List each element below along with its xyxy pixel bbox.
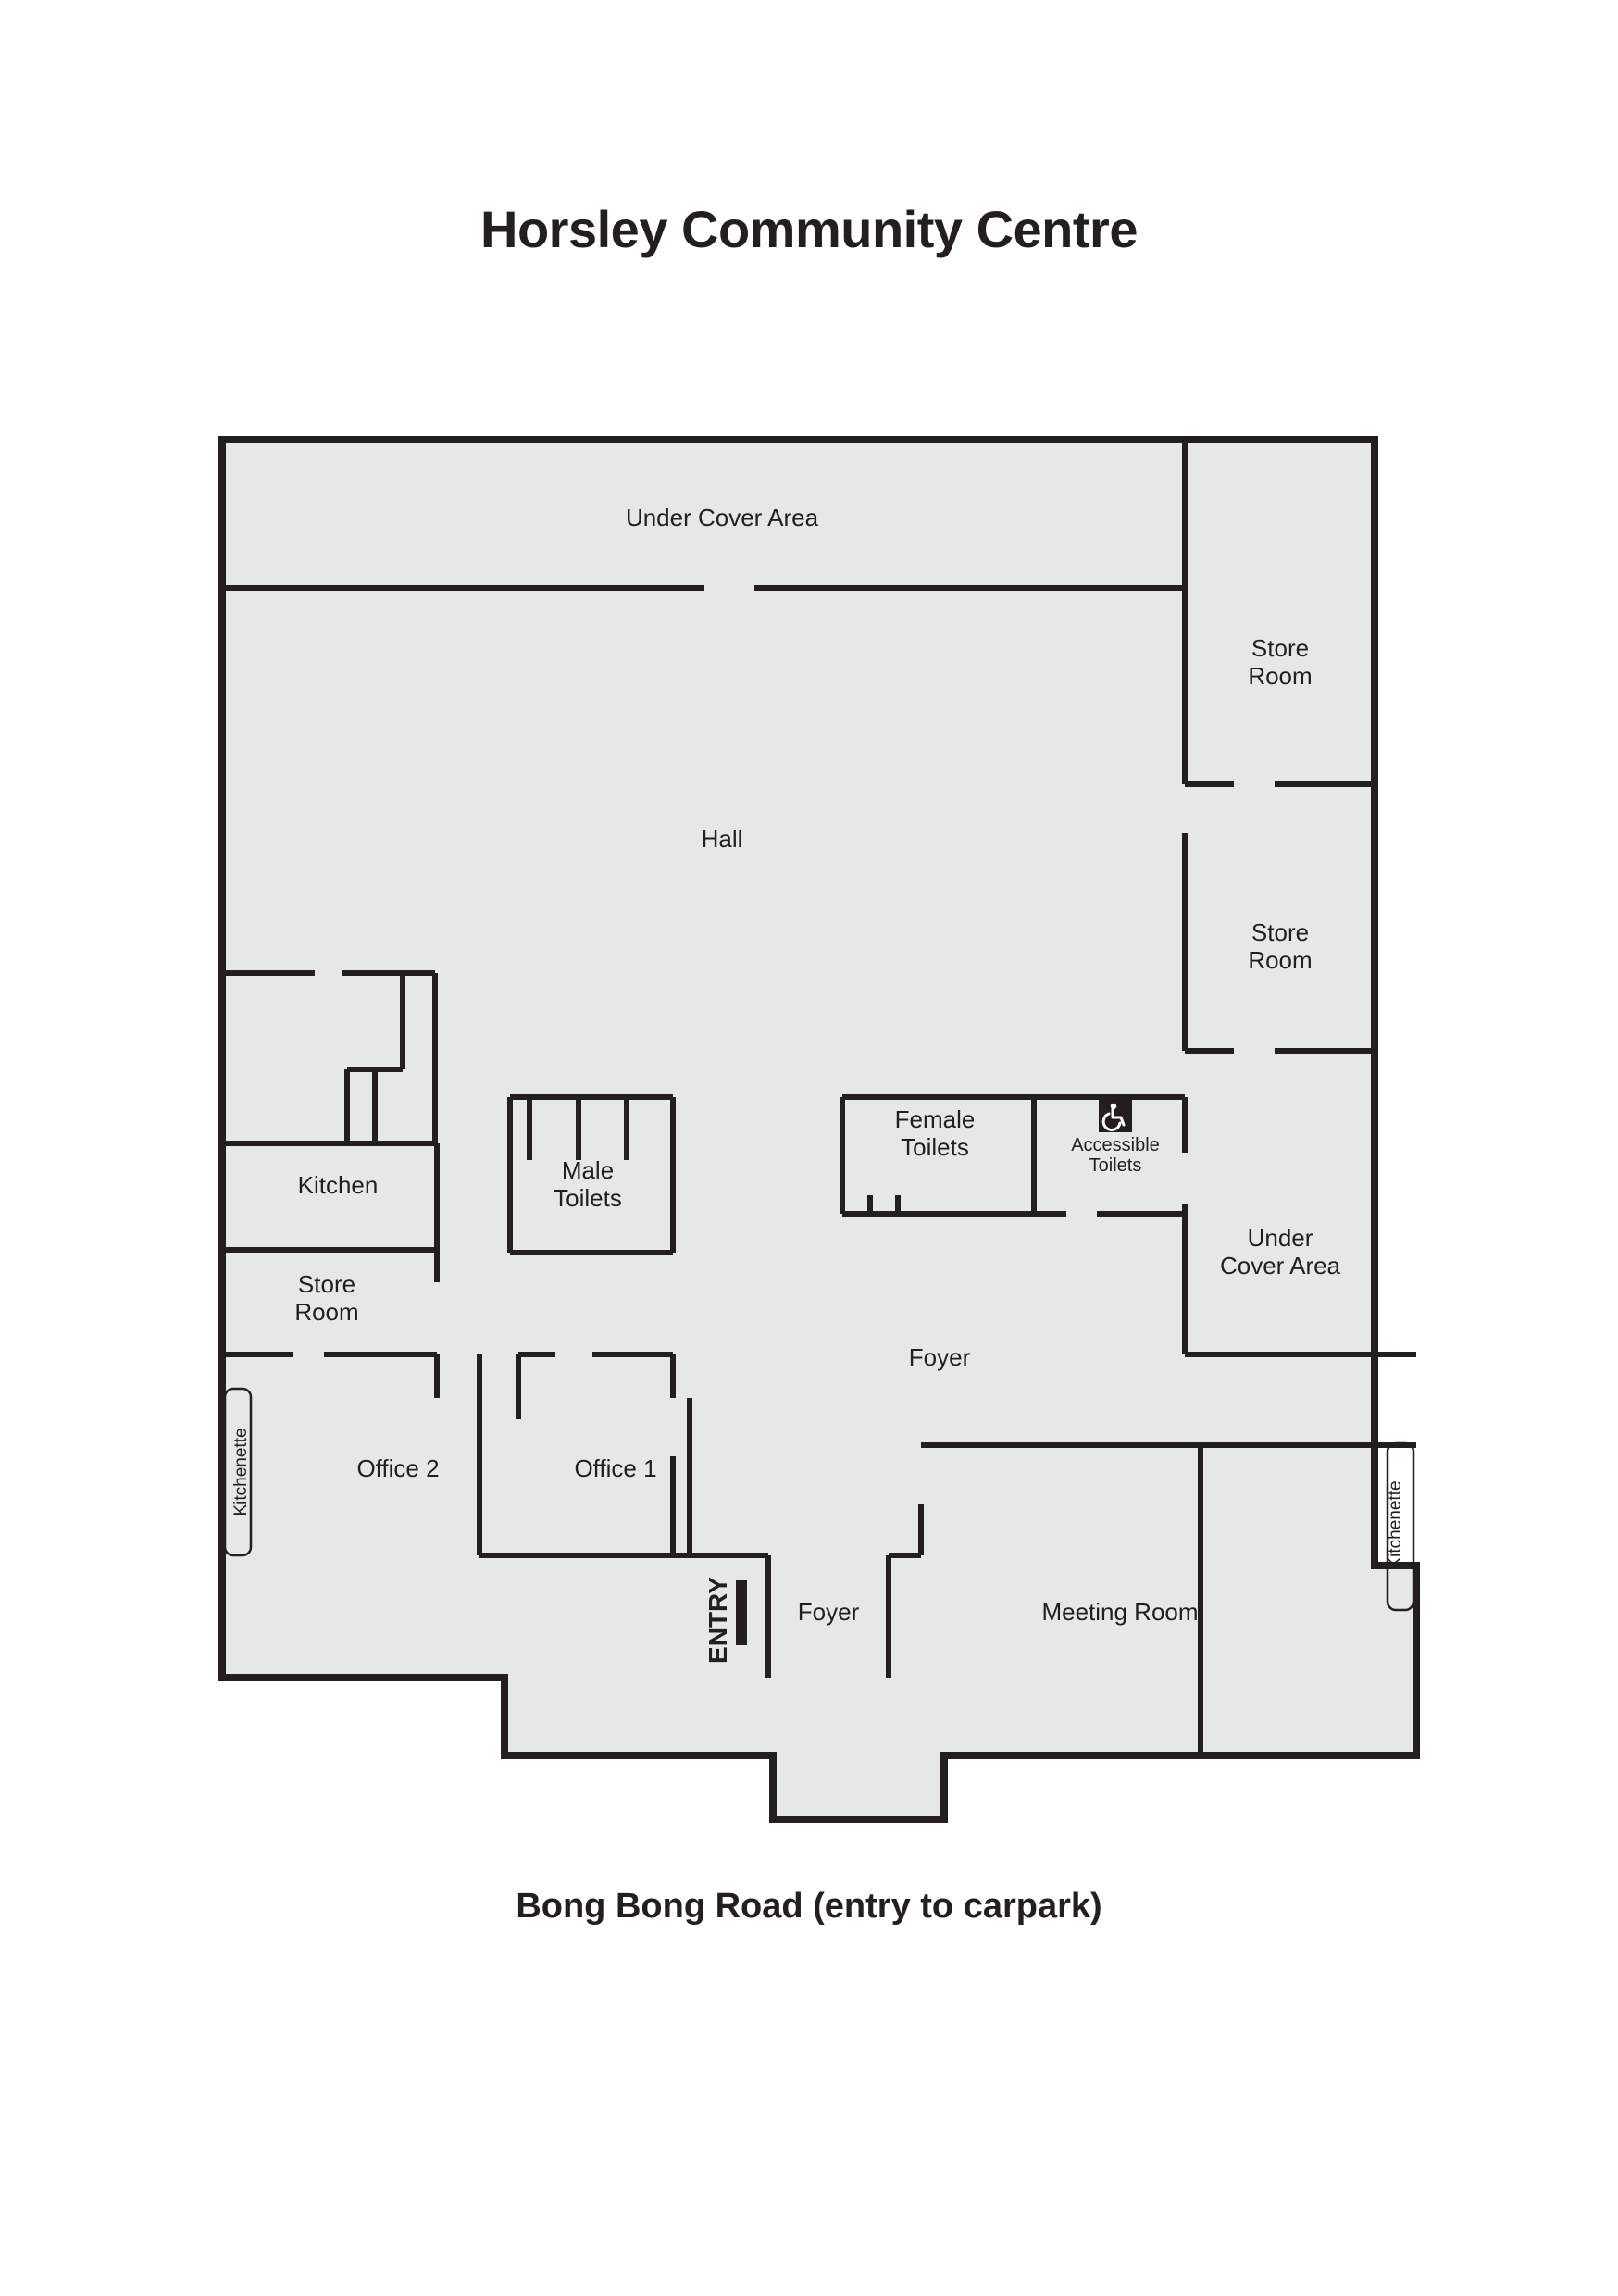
svg-text:Store: Store — [1251, 918, 1309, 946]
wheelchair-icon — [1099, 1099, 1132, 1132]
svg-text:Toilets: Toilets — [1089, 1155, 1142, 1176]
label-office-2: Office 2 — [356, 1454, 439, 1482]
label-kitchenette-left: Kitchenette — [231, 1428, 251, 1516]
svg-text:Toilets: Toilets — [554, 1184, 622, 1212]
svg-text:Male: Male — [562, 1156, 614, 1184]
svg-text:Store: Store — [298, 1270, 355, 1298]
svg-text:Accessible: Accessible — [1071, 1135, 1160, 1155]
label-entry: ENTRY — [703, 1577, 732, 1664]
svg-text:Cover Area: Cover Area — [1220, 1252, 1341, 1279]
label-kitchenette-right: Kitchenette — [1386, 1480, 1405, 1568]
svg-text:Room: Room — [1248, 662, 1312, 690]
svg-text:Female: Female — [895, 1105, 976, 1133]
svg-text:Under: Under — [1248, 1224, 1313, 1252]
label-kitchen: Kitchen — [298, 1171, 379, 1199]
label-office-1: Office 1 — [574, 1454, 656, 1482]
floorplan-diagram: Under Cover AreaHallStoreRoomStoreRoomKi… — [0, 0, 1618, 2296]
label-hall: Hall — [702, 825, 743, 853]
label-foyer-upper: Foyer — [909, 1343, 971, 1371]
label-foyer-lower: Foyer — [798, 1598, 860, 1626]
svg-text:Toilets: Toilets — [901, 1133, 969, 1161]
label-under-cover-top: Under Cover Area — [626, 504, 819, 531]
svg-text:Room: Room — [294, 1298, 358, 1326]
label-meeting-room: Meeting Room — [1041, 1598, 1198, 1626]
svg-text:Store: Store — [1251, 634, 1309, 662]
svg-text:Room: Room — [1248, 946, 1312, 974]
